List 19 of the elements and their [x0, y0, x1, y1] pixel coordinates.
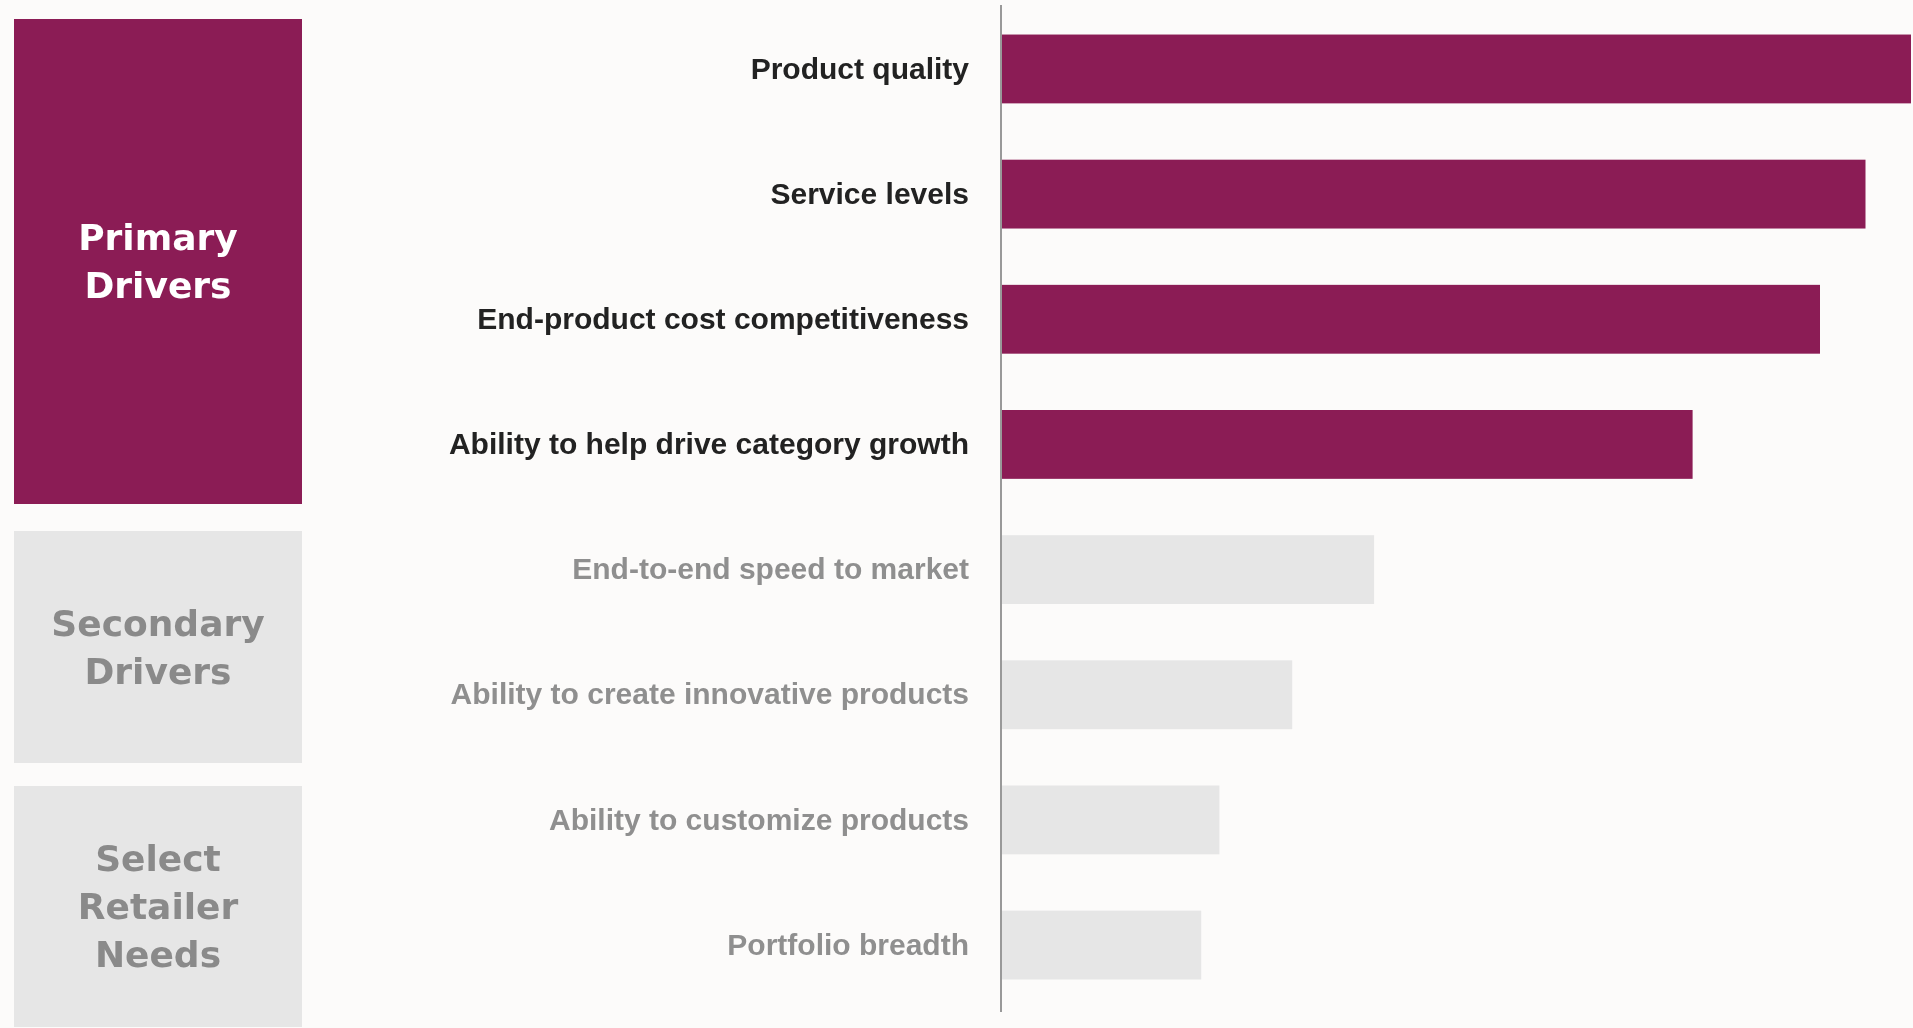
text: Secondary Drivers: [51, 602, 265, 692]
bar: [1001, 535, 1375, 604]
bar: [1001, 34, 1911, 104]
bar: [1001, 410, 1693, 479]
y-tick-label: End-product cost competitiveness: [477, 301, 969, 335]
y-tick-label: Service levels: [770, 176, 969, 210]
y-tick-label: End-to-end speed to market: [572, 552, 969, 586]
bar: [1001, 284, 1820, 354]
text: Select Retailer Needs: [77, 838, 239, 976]
bar: [1001, 159, 1866, 229]
y-tick-label: Portfolio breadth: [727, 927, 969, 961]
bar: [1001, 660, 1293, 730]
text: Primary Drivers: [78, 217, 238, 307]
y-tick-label: Ability to create innovative products: [450, 677, 969, 711]
y-tick-label: Ability to customize products: [548, 802, 969, 836]
y-tick-label: Product quality: [750, 51, 970, 85]
bar: [1001, 785, 1220, 855]
y-tick-label: Ability to help drive category growth: [448, 427, 969, 461]
bar: [1001, 910, 1202, 980]
